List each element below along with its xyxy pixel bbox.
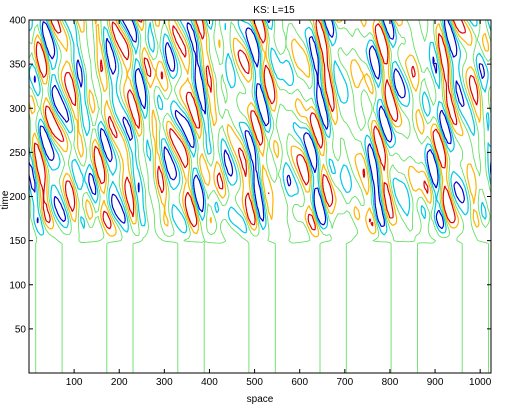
- y-tick-label: 300: [9, 104, 26, 115]
- y-tick-label: 50: [15, 324, 27, 335]
- y-tick-label: 100: [9, 280, 26, 291]
- contour-level: [33, 20, 479, 231]
- contour-level: [29, 20, 491, 373]
- y-tick-label: 200: [9, 192, 26, 203]
- y-axis-label: time: [0, 190, 11, 209]
- x-tick-label: 900: [427, 377, 444, 388]
- contour-level: [29, 20, 491, 238]
- x-axis-label: space: [247, 394, 274, 405]
- x-tick-label: 800: [382, 377, 399, 388]
- contour-level: [29, 20, 491, 230]
- x-tick-label: 700: [336, 377, 353, 388]
- y-tick-label: 350: [9, 60, 26, 71]
- contour-level: [29, 20, 491, 236]
- x-tick-label: 600: [291, 377, 308, 388]
- x-tick-label: 1000: [469, 377, 492, 388]
- y-tick-label: 400: [9, 16, 26, 27]
- x-tick-label: 100: [66, 377, 83, 388]
- x-tick-label: 500: [246, 377, 263, 388]
- x-tick-label: 200: [111, 377, 128, 388]
- y-tick-label: 150: [9, 236, 26, 247]
- chart-title: KS: L=15: [253, 5, 295, 16]
- contour-lines: [29, 20, 491, 373]
- y-axis-ticks: [29, 19, 491, 330]
- plot-area: 100 200 300 400 500 600 700 800 900 1000 50 100 150…: [9, 16, 491, 389]
- y-axis-tick-labels: 50 100 150 200 250 300 350 400: [9, 16, 26, 336]
- x-axis-tick-labels: 100 200 300 400 500 600 700 800 900 1000: [66, 377, 492, 388]
- y-tick-label: 250: [9, 148, 26, 159]
- x-axis-ticks: [73, 20, 481, 373]
- x-tick-label: 300: [156, 377, 173, 388]
- x-tick-label: 400: [201, 377, 218, 388]
